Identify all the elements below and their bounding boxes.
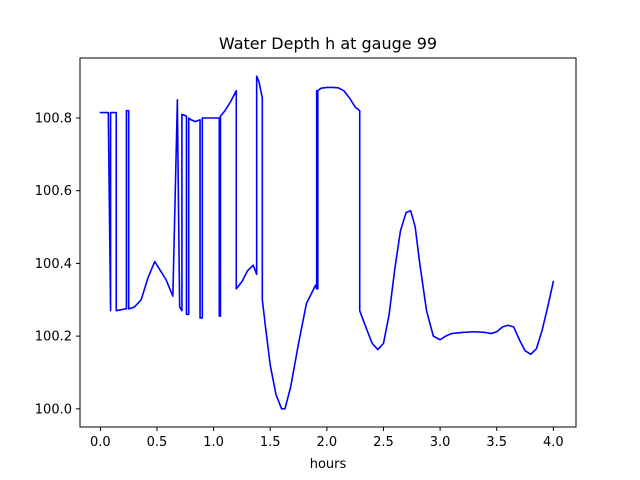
x-tick-label: 2.5 bbox=[373, 435, 394, 450]
y-axis: 100.0 100.2 100.4 100.6 100.8 bbox=[35, 111, 80, 417]
x-tick-label: 1.0 bbox=[203, 435, 224, 450]
x-tick-label: 0.0 bbox=[90, 435, 111, 450]
plot-frame bbox=[79, 57, 577, 428]
y-tick-label: 100.0 bbox=[35, 402, 72, 417]
y-tick-label: 100.4 bbox=[35, 257, 72, 272]
x-tick-label: 2.0 bbox=[317, 435, 338, 450]
y-tick-label: 100.8 bbox=[35, 111, 72, 126]
x-axis: 0.0 0.5 1.0 1.5 2.0 2.5 3.0 3.5 4.0 bbox=[90, 427, 564, 450]
y-tick-label: 100.6 bbox=[35, 184, 72, 199]
x-tick-label: 3.5 bbox=[486, 435, 507, 450]
x-tick-label: 3.0 bbox=[430, 435, 451, 450]
x-tick-label: 4.0 bbox=[543, 435, 564, 450]
plot-area bbox=[79, 57, 577, 428]
chart-title: Water Depth h at gauge 99 bbox=[219, 34, 437, 53]
series-line-0 bbox=[99, 75, 555, 410]
x-tick-label: 1.5 bbox=[260, 435, 281, 450]
y-tick-label: 100.2 bbox=[35, 330, 72, 345]
x-tick-label: 0.5 bbox=[147, 435, 168, 450]
x-axis-label: hours bbox=[310, 457, 347, 472]
